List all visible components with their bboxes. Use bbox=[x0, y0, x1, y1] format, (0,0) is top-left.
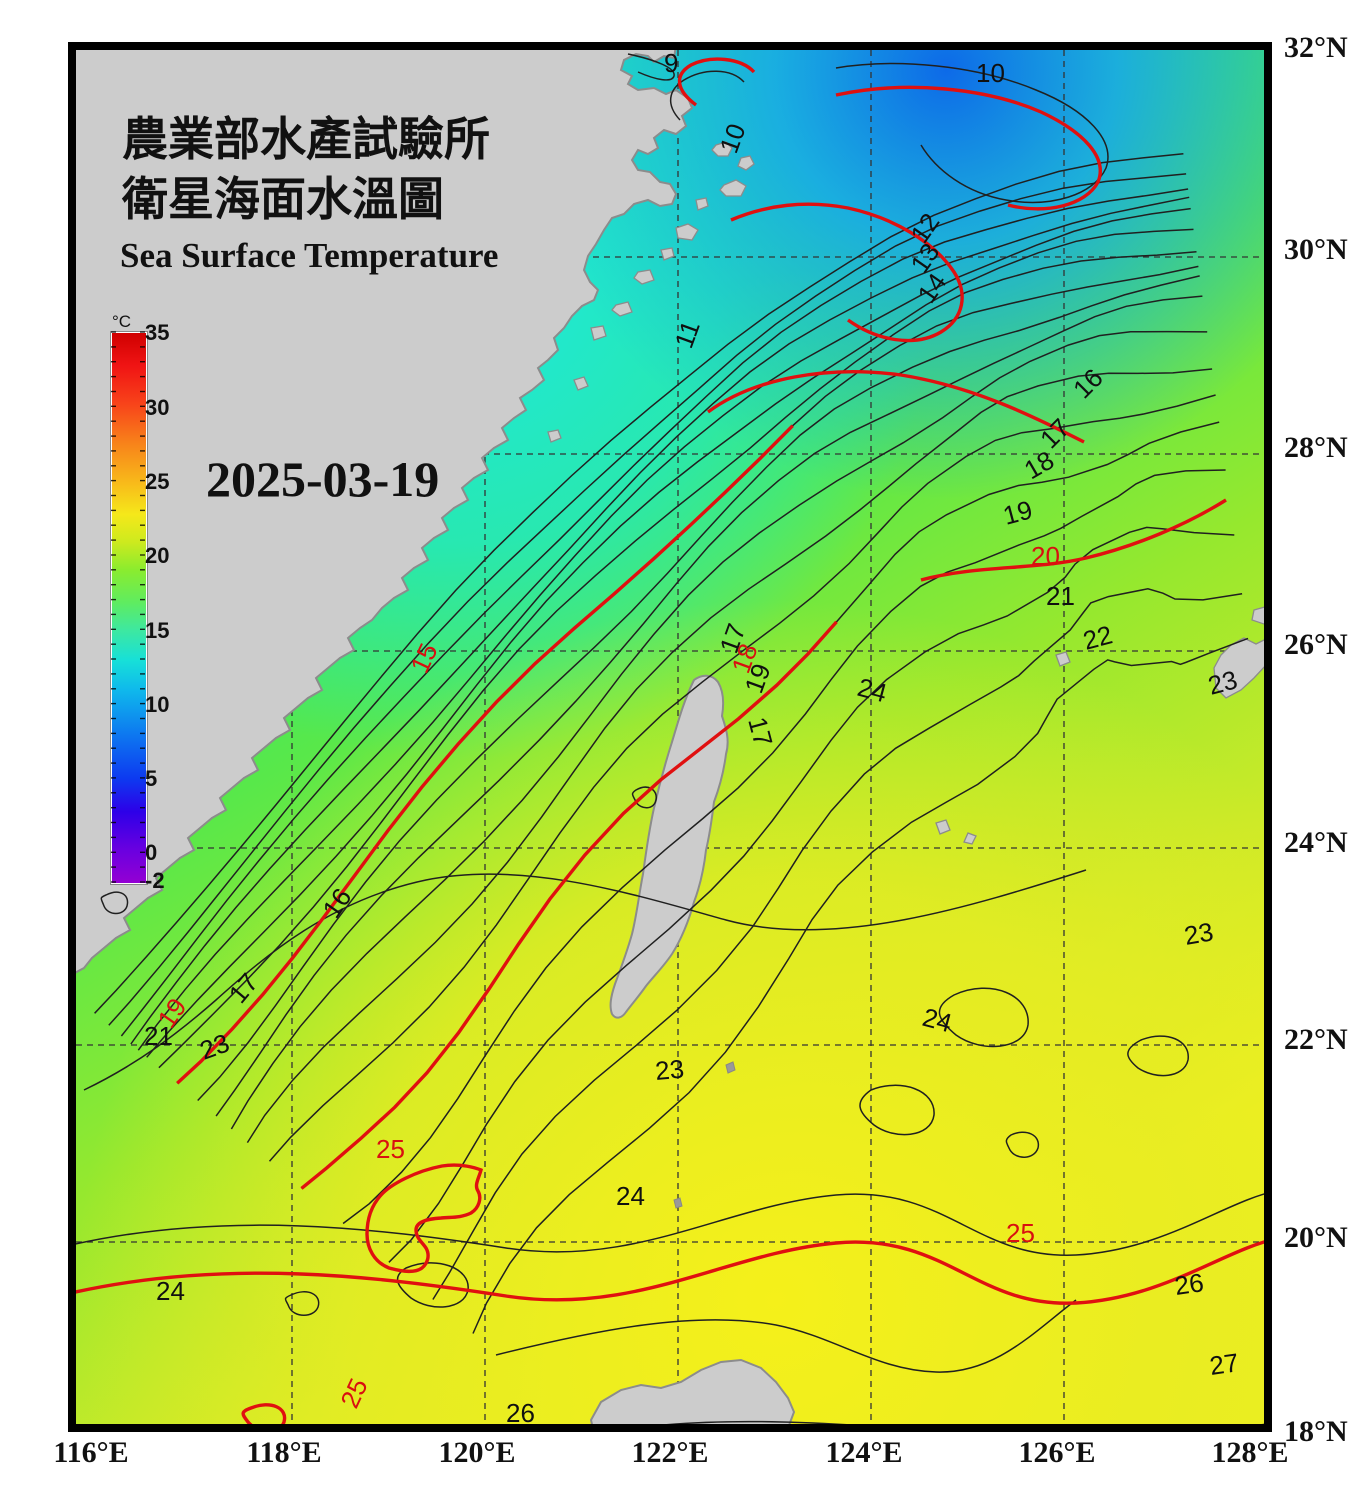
svg-text:9: 9 bbox=[664, 50, 678, 78]
svg-text:26: 26 bbox=[1173, 1267, 1206, 1301]
svg-text:23: 23 bbox=[1182, 916, 1216, 951]
svg-text:20: 20 bbox=[1031, 541, 1060, 571]
svg-text:26: 26 bbox=[506, 1398, 535, 1428]
svg-text:27: 27 bbox=[1208, 1347, 1241, 1381]
svg-text:25: 25 bbox=[376, 1134, 405, 1164]
svg-text:24: 24 bbox=[156, 1276, 185, 1306]
svg-text:24: 24 bbox=[616, 1181, 645, 1211]
svg-text:10: 10 bbox=[976, 58, 1005, 88]
svg-text:21: 21 bbox=[1046, 581, 1075, 611]
svg-text:21: 21 bbox=[144, 1021, 173, 1051]
svg-text:23: 23 bbox=[654, 1054, 685, 1086]
svg-text:25: 25 bbox=[1006, 1218, 1035, 1248]
